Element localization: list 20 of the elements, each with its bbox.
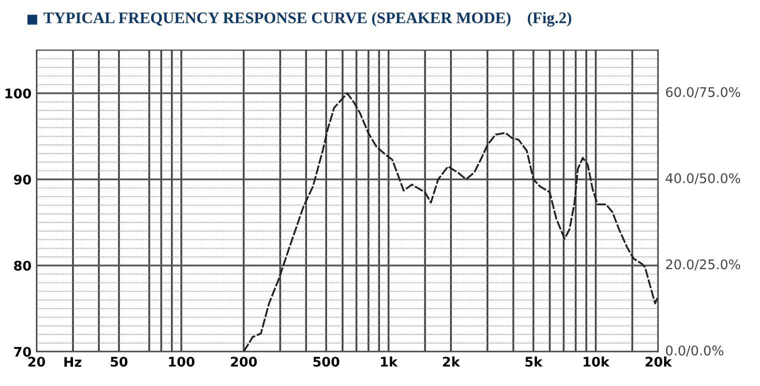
chart-title: TYPICAL FREQUENCY RESPONSE CURVE (SPEAKER MODE) (Fig.2) (44, 12, 572, 27)
x-tick-label: 20 (28, 356, 46, 367)
x-tick-label: 500 (313, 356, 340, 367)
text: 60.0/75.0% (666, 87, 740, 98)
x-tick-label: 200 (230, 356, 257, 367)
x-tick-label: 1k (381, 356, 398, 367)
y-tick-label: 70 (14, 346, 31, 357)
x-tick-label: 2k (443, 356, 460, 367)
x-tick-label: 100 (169, 356, 194, 367)
text: 40.0/50.0% (666, 173, 740, 184)
text: 20.0/25.0% (666, 259, 740, 270)
x-tick-label: 50 (110, 356, 128, 367)
text: 0.0/0.0% (666, 345, 724, 357)
x-tick-label: 20k (646, 356, 672, 367)
y-tick-label: 100 (6, 88, 31, 98)
x-axis-title: Hz (64, 357, 82, 367)
x-tick-label: 10k (584, 356, 610, 367)
y-tick-label: 90 (14, 174, 31, 185)
x-tick-label: 5k (525, 356, 543, 367)
y-tick-label: 80 (14, 260, 31, 271)
